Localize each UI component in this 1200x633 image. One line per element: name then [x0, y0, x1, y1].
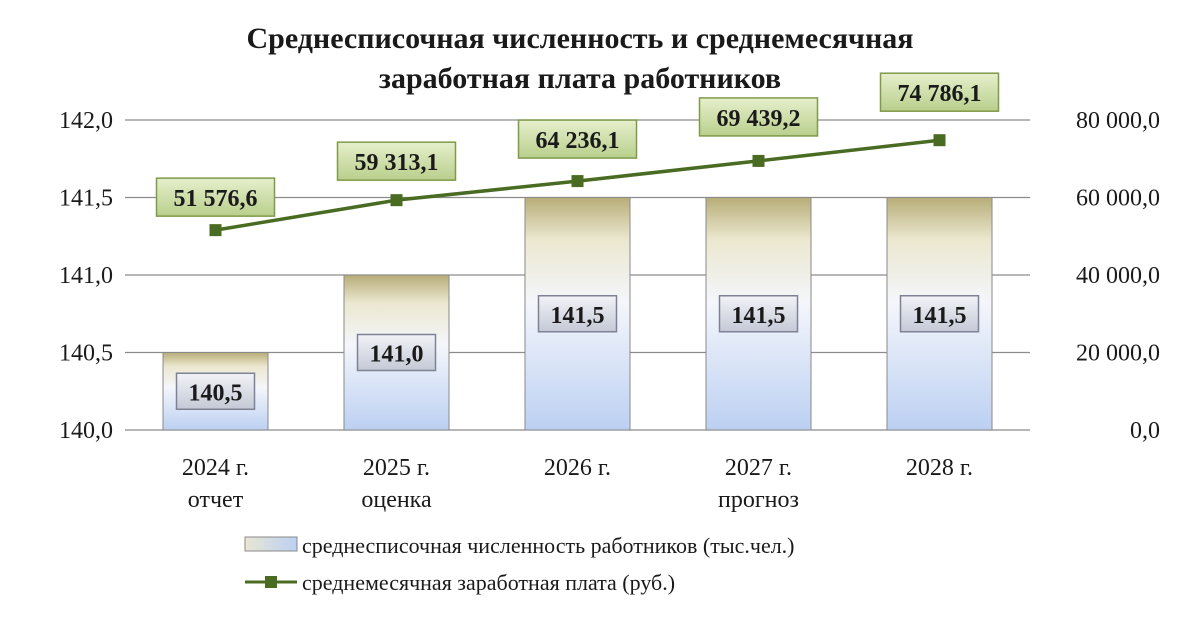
legend-line-label: среднемесячная заработная плата (руб.)	[302, 570, 675, 595]
line-value-label-box	[517, 119, 638, 159]
category-label: 2028 г.	[906, 455, 973, 481]
line-value-label-box	[336, 141, 457, 181]
right-tick-label: 20 000,0	[1076, 341, 1160, 367]
chart-title-line-1: Среднесписочная численность и среднемеся…	[246, 22, 913, 55]
bar-value-label: 141,0	[370, 342, 424, 368]
chart-title-line-2: заработная плата работников	[379, 62, 781, 95]
data-labels: 140,5 141,0 141,5 141,5 141,5 51 576,6 59 313,…	[155, 72, 1000, 410]
line-value-label-box	[698, 97, 819, 137]
left-tick-label: 140,5	[59, 341, 113, 367]
right-tick-label: 0,0	[1130, 418, 1160, 444]
salary-point	[752, 154, 765, 167]
left-tick-label: 142,0	[59, 108, 113, 134]
bar-value-label-box	[899, 295, 980, 333]
right-axis: 0,0 20 000,0 40 000,0 60 000,0 80 000,0	[1076, 108, 1160, 444]
left-axis: 140,0 140,5 141,0 141,5 142,0	[59, 108, 113, 444]
bar-value-label: 141,5	[551, 303, 605, 329]
bar-value-label: 141,5	[913, 303, 967, 329]
line-value-label: 64 236,1	[536, 128, 620, 154]
salary-line	[209, 134, 946, 237]
line-value-label: 51 576,6	[174, 186, 258, 212]
category-label: прогноз	[718, 487, 799, 513]
right-tick-label: 60 000,0	[1076, 186, 1160, 212]
salary-point	[390, 194, 403, 207]
salary-point	[209, 224, 222, 237]
category-label: 2024 г.	[182, 455, 249, 481]
left-tick-label: 140,0	[59, 418, 113, 444]
legend-bar-label: среднесписочная численность работников (…	[302, 533, 795, 558]
bar-value-label-box	[718, 295, 799, 333]
bar-value-label: 140,5	[189, 380, 243, 406]
line-value-label-box	[879, 72, 1000, 112]
category-label: оценка	[361, 487, 432, 513]
bar-value-label-box	[537, 295, 618, 333]
legend: среднесписочная численность работников (…	[244, 533, 795, 595]
line-value-label: 74 786,1	[898, 81, 982, 107]
right-tick-label: 40 000,0	[1076, 263, 1160, 289]
x-axis: 2024 г. отчет 2025 г. оценка 2026 г. 2027 г. п…	[182, 455, 973, 513]
line-value-label-box	[155, 177, 276, 217]
salary-point	[933, 134, 946, 147]
line-value-label: 69 439,2	[717, 106, 801, 132]
line-value-label: 59 313,1	[355, 150, 439, 176]
legend-bar-swatch	[244, 536, 298, 552]
category-label: 2027 г.	[725, 455, 792, 481]
category-label: 2026 г.	[544, 455, 611, 481]
left-tick-label: 141,0	[59, 263, 113, 289]
right-tick-label: 80 000,0	[1076, 108, 1160, 134]
left-tick-label: 141,5	[59, 186, 113, 212]
category-label: отчет	[188, 487, 244, 513]
bar-value-label-box	[356, 333, 437, 372]
category-label: 2025 г.	[363, 455, 430, 481]
bar-value-label-box	[175, 372, 256, 410]
legend-line-marker	[265, 576, 277, 588]
bar-value-label: 141,5	[732, 303, 786, 329]
salary-point	[571, 175, 584, 188]
